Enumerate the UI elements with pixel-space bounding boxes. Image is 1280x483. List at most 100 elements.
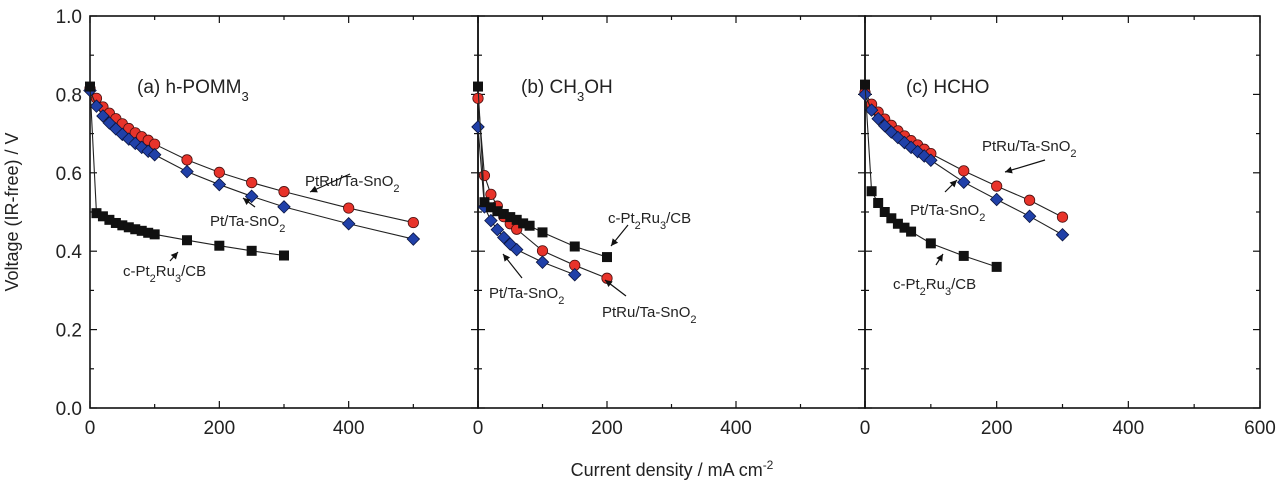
- data-point-circle: [991, 180, 1003, 192]
- x-tick-label: 400: [333, 418, 365, 439]
- annotation-subscript: 2: [558, 295, 564, 307]
- panel-title: (c) HCHO: [906, 77, 989, 98]
- data-point-circle: [213, 166, 225, 179]
- annotation-arrowhead: [243, 198, 251, 205]
- annotation-subscript: 3: [945, 286, 951, 298]
- data-point-square: [866, 186, 877, 197]
- series-annotation: Pt/Ta-SnO2: [210, 213, 285, 235]
- annotation-text: PtRu/Ta-SnO: [982, 138, 1070, 155]
- data-point-square: [991, 261, 1002, 272]
- data-point-square: [279, 250, 289, 261]
- annotation-subscript: 2: [393, 183, 399, 195]
- data-point-circle: [181, 154, 193, 166]
- data-point-diamond: [147, 148, 162, 162]
- y-tick-label: 1.0: [56, 7, 82, 28]
- data-point-square: [569, 241, 580, 252]
- annotation-subscript: 3: [660, 220, 666, 232]
- data-point-diamond: [89, 99, 104, 113]
- x-tick-label: 200: [203, 418, 235, 439]
- data-point-circle: [478, 169, 491, 182]
- data-point-square: [886, 213, 897, 224]
- data-point-diamond: [180, 164, 194, 179]
- series-annotation: c-Pt2Ru3/CB: [608, 210, 691, 232]
- data-point-square: [518, 218, 529, 229]
- y-tick-label: 0.8: [56, 85, 82, 106]
- data-point-square: [892, 218, 903, 229]
- y-axis-title: Voltage (IR-free) / V: [2, 132, 22, 291]
- data-point-square: [485, 202, 496, 213]
- data-point-diamond: [497, 230, 511, 245]
- data-point-diamond: [115, 127, 130, 142]
- data-point-diamond: [904, 140, 918, 155]
- annotation-subscript: 2: [979, 212, 985, 224]
- data-point-square: [906, 226, 917, 237]
- x-axis-title-main: Current density / mA cm: [571, 460, 763, 480]
- panel-title-sub: 3: [242, 89, 249, 104]
- data-point-square: [899, 222, 910, 233]
- annotation-arrowhead: [936, 254, 943, 262]
- data-point-diamond: [535, 255, 550, 269]
- annotation-subscript: 2: [1070, 148, 1076, 160]
- x-axis-title: Current density / mA cm-2: [571, 458, 774, 480]
- data-point-diamond: [1055, 227, 1070, 242]
- data-point-diamond: [96, 109, 110, 123]
- data-point-square: [537, 227, 548, 238]
- x-tick-label: 200: [981, 418, 1013, 439]
- annotation-subscript: 2: [690, 314, 696, 326]
- annotation-text: Pt/Ta-SnO: [910, 202, 979, 219]
- panel-title-main: (a) h-POMM: [137, 77, 242, 98]
- annotation-arrowhead: [605, 280, 613, 288]
- data-point-square: [511, 214, 522, 225]
- panel-title-main: (c) HCHO: [906, 77, 989, 98]
- data-point-square: [136, 225, 147, 236]
- data-point-diamond: [277, 200, 291, 214]
- panel-frames: [89, 15, 1261, 409]
- annotation-text: c-Pt: [123, 263, 151, 280]
- data-point-square: [85, 81, 95, 92]
- data-point-square: [123, 222, 134, 233]
- annotation-text: /CB: [951, 276, 976, 293]
- data-point-circle: [343, 202, 355, 214]
- annotation-subscript: 2: [150, 273, 156, 285]
- data-point-square: [182, 235, 192, 246]
- data-point-diamond: [406, 232, 421, 246]
- annotation-subscript: 2: [279, 223, 285, 235]
- annotation-text: Ru: [156, 263, 175, 280]
- annotation-text: PtRu/Ta-SnO: [602, 304, 690, 321]
- annotation-arrow: [309, 173, 351, 193]
- data-point-square: [149, 229, 160, 240]
- data-point-circle: [536, 245, 549, 257]
- data-point-diamond: [864, 103, 879, 117]
- series-annotation: PtRu/Ta-SnO2: [602, 304, 697, 326]
- x-tick-label: 400: [720, 418, 752, 439]
- chart-marks: [83, 79, 1070, 284]
- data-point-diamond: [471, 120, 485, 134]
- data-point-diamond: [924, 153, 938, 168]
- annotation-text: PtRu/Ta-SnO: [305, 173, 393, 190]
- data-point-diamond: [567, 267, 582, 282]
- data-point-square: [498, 208, 509, 219]
- annotation-text: Ru: [926, 276, 945, 293]
- data-point-square: [492, 206, 503, 217]
- data-point-square: [879, 207, 890, 217]
- panel-title-tail: OH: [584, 77, 613, 98]
- data-point-circle: [407, 216, 419, 229]
- series-annotation: Pt/Ta-SnO2: [489, 285, 564, 307]
- annotation-arrowhead: [310, 185, 318, 193]
- x-tick-label: 0: [860, 418, 871, 439]
- data-point-square: [130, 224, 141, 235]
- data-point-diamond: [989, 192, 1004, 207]
- x-tick-label: 0: [85, 418, 96, 439]
- data-point-square: [117, 220, 128, 231]
- series-annotation: PtRu/Ta-SnO2: [305, 173, 400, 195]
- annotation-arrowhead: [170, 252, 178, 260]
- annotation-arrowhead: [611, 238, 619, 246]
- data-point-circle: [485, 188, 497, 200]
- data-point-square: [110, 217, 121, 228]
- y-tick-label: 0.0: [56, 399, 82, 420]
- data-point-diamond: [341, 216, 356, 231]
- data-point-diamond: [858, 87, 872, 102]
- annotation-subscript: 3: [175, 273, 181, 285]
- annotation-text: c-Pt: [608, 210, 636, 227]
